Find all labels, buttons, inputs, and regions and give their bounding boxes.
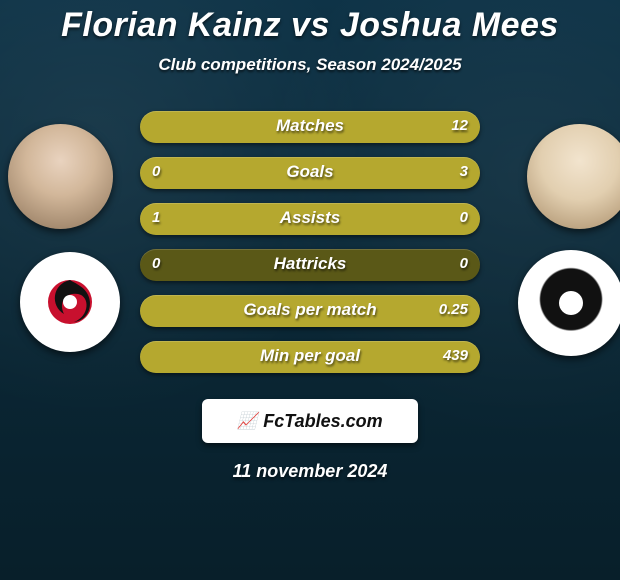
stat-label: Min per goal	[140, 346, 480, 366]
page-subtitle: Club competitions, Season 2024/2025	[0, 55, 620, 75]
stat-rows: Matches120Goals31Assists00Hattricks0Goal…	[0, 111, 620, 373]
stat-row: 0Hattricks0	[140, 249, 480, 281]
stat-row: 1Assists0	[140, 203, 480, 235]
infographic-container: Florian Kainz vs Joshua Mees Club compet…	[0, 0, 620, 580]
stat-row: Goals per match0.25	[140, 295, 480, 327]
stat-value-right: 12	[451, 117, 468, 134]
stat-label: Goals per match	[140, 300, 480, 320]
chart-icon: 📈	[237, 411, 257, 431]
stat-value-right: 3	[460, 163, 468, 180]
stat-label: Goals	[140, 162, 480, 182]
stat-row: 0Goals3	[140, 157, 480, 189]
stat-label: Assists	[140, 208, 480, 228]
brand-badge: 📈 FcTables.com	[202, 399, 418, 443]
stat-value-right: 0	[460, 209, 468, 226]
page-title: Florian Kainz vs Joshua Mees	[0, 0, 620, 45]
stat-row: Matches12	[140, 111, 480, 143]
date-label: 11 november 2024	[0, 461, 620, 482]
stat-row: Min per goal439	[140, 341, 480, 373]
stat-value-right: 0.25	[439, 301, 468, 318]
stat-label: Hattricks	[140, 254, 480, 274]
brand-text: FcTables.com	[263, 411, 382, 432]
stat-label: Matches	[140, 116, 480, 136]
stat-value-right: 439	[443, 347, 468, 364]
stat-value-right: 0	[460, 255, 468, 272]
